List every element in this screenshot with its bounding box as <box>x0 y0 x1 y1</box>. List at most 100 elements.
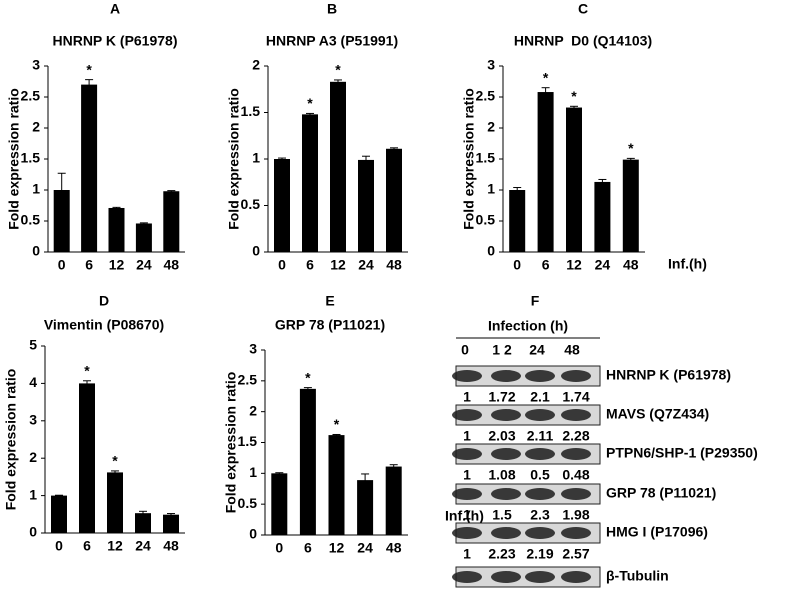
y-tick-label: 2.5 <box>476 88 496 104</box>
x-tick-label: 12 <box>566 257 582 273</box>
blot-band <box>452 448 482 460</box>
x-axis-label: Inf.(h) <box>445 508 484 524</box>
blot-ratio: 1 <box>463 467 471 483</box>
blot-band <box>561 409 591 421</box>
blot-ratio: 2.28 <box>562 428 589 444</box>
x-tick-label: 48 <box>163 538 179 554</box>
x-tick-label: 24 <box>358 257 374 273</box>
chart-title: HNRNP A3 (P51991) <box>266 33 398 49</box>
y-tick-label: 2 <box>252 57 260 73</box>
blot-ratio: 2.57 <box>562 546 589 562</box>
y-tick-label: 0 <box>252 243 260 259</box>
blot-band <box>452 527 482 539</box>
chart-title: GRP 78 (P11021) <box>275 317 385 333</box>
y-tick-label: 2 <box>32 119 40 135</box>
blot-band <box>525 448 555 460</box>
blot-band <box>561 571 591 583</box>
blot-ratio: 1 <box>463 389 471 405</box>
x-tick-label: 12 <box>109 257 125 273</box>
x-tick-label: 0 <box>513 257 521 273</box>
panel-label: D <box>99 293 109 309</box>
x-tick-label: 6 <box>542 257 550 273</box>
blot-band <box>561 527 591 539</box>
y-tick-label: 3 <box>487 57 495 73</box>
blot-ratio: 1 <box>463 428 471 444</box>
bar <box>509 190 526 252</box>
x-tick-label: 12 <box>330 257 346 273</box>
significance-mark: * <box>335 62 341 78</box>
blot-band <box>525 571 555 583</box>
y-tick-label: 1.5 <box>241 103 261 119</box>
y-tick-label: 1.5 <box>21 150 41 166</box>
blot-ratio: 2.1 <box>530 389 550 405</box>
blot-ratio: 2.23 <box>488 546 515 562</box>
x-tick-label: 6 <box>304 540 312 556</box>
bar <box>299 388 316 535</box>
y-tick-label: 4 <box>29 374 37 390</box>
bar <box>53 190 70 252</box>
chart-title: HNRNP D0 (Q14103) <box>514 33 652 49</box>
blot-ratio: 0.5 <box>530 467 550 483</box>
lane-label: 48 <box>564 342 580 358</box>
bar <box>163 191 180 252</box>
blot-ratio: 2.11 <box>527 428 554 444</box>
y-tick-label: 5 <box>29 337 37 353</box>
blot-band <box>525 527 555 539</box>
y-tick-label: 1 <box>252 150 260 166</box>
bar <box>108 207 125 252</box>
chart-title: Vimentin (P08670) <box>44 317 164 333</box>
blot-row-label: PTPN6/SHP-1 (P29350) <box>606 445 758 461</box>
significance-mark: * <box>543 69 549 85</box>
bar <box>566 107 582 252</box>
blot-ratio: 1.5 <box>492 507 512 523</box>
blot-band <box>491 527 521 539</box>
bar <box>81 84 98 252</box>
y-tick-label: 0 <box>487 243 495 259</box>
bar <box>274 159 290 252</box>
y-tick-label: 2 <box>29 449 37 465</box>
y-axis-label: Fold expression ratio <box>223 372 239 514</box>
blot-band <box>491 370 521 382</box>
bar <box>135 513 151 533</box>
y-axis-label: Fold expression ratio <box>6 88 22 230</box>
blot-ratio: 2.3 <box>530 507 550 523</box>
bar <box>163 514 179 533</box>
blot-ratio: 1 <box>463 546 471 562</box>
bar <box>135 223 152 252</box>
blot-band <box>561 488 591 500</box>
blot-band <box>561 448 591 460</box>
x-tick-label: 48 <box>164 257 180 273</box>
y-tick-label: 2.5 <box>21 88 41 104</box>
y-tick-label: 3 <box>29 412 37 428</box>
blot-band <box>525 409 555 421</box>
bar <box>622 159 639 252</box>
blot-ratio: 2.19 <box>526 546 553 562</box>
y-tick-label: 2 <box>249 402 257 418</box>
x-tick-label: 24 <box>595 257 611 273</box>
blot-band <box>452 488 482 500</box>
y-tick-label: 0.5 <box>241 196 261 212</box>
x-tick-label: 6 <box>83 538 91 554</box>
blot-ratio: 1.98 <box>562 507 589 523</box>
blot-band <box>561 370 591 382</box>
lane-label: 0 <box>461 342 469 358</box>
y-tick-label: 0.5 <box>476 212 496 228</box>
blot-band <box>452 370 482 382</box>
blot-ratio: 1.08 <box>488 467 515 483</box>
bar <box>107 472 123 533</box>
blot-header: Infection (h) <box>488 318 568 334</box>
x-tick-label: 12 <box>107 538 123 554</box>
panel-label: A <box>110 1 120 17</box>
y-tick-label: 3 <box>249 341 257 357</box>
significance-mark: * <box>334 416 340 432</box>
y-axis-label: Fold expression ratio <box>3 369 19 511</box>
y-tick-label: 1 <box>487 181 495 197</box>
significance-mark: * <box>628 140 634 156</box>
bar <box>385 466 402 535</box>
blot-ratio: 1.72 <box>488 389 515 405</box>
blot-band <box>525 370 555 382</box>
x-tick-label: 0 <box>55 538 63 554</box>
bar <box>386 148 402 252</box>
blot-row-label: GRP 78 (P11021) <box>606 485 716 501</box>
x-tick-label: 48 <box>386 540 402 556</box>
